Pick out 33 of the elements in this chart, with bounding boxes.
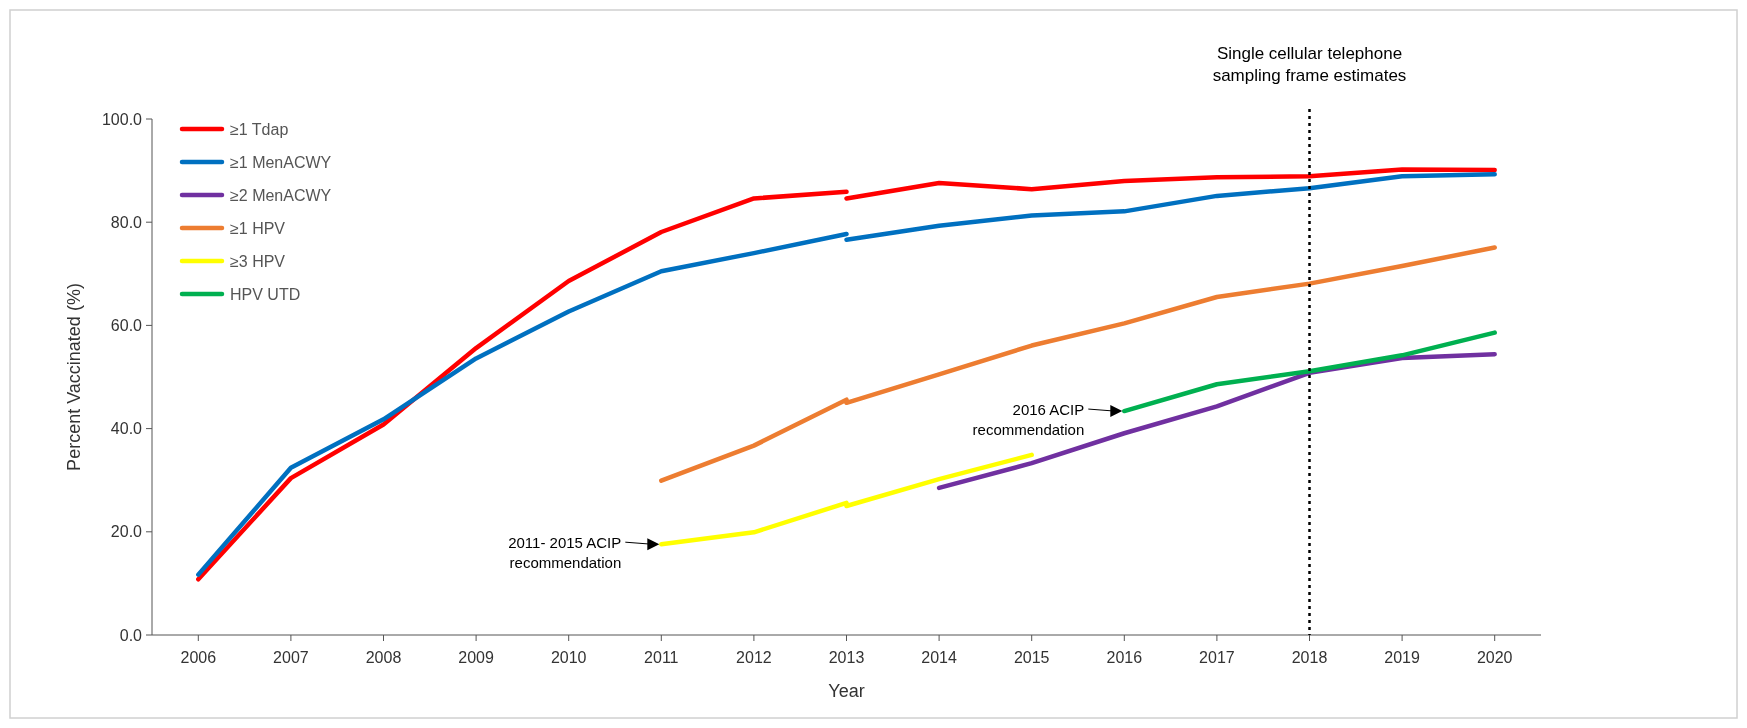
x-tick-label: 2013 [828, 649, 865, 666]
y-tick-label: 100.0 [101, 110, 143, 128]
x-tick-label: 2008 [365, 649, 402, 666]
x-tick-label: 2015 [1013, 649, 1050, 666]
x-tick-label: 2018 [1291, 649, 1328, 666]
x-tick-label: 2009 [458, 649, 494, 666]
line-series [1122, 330, 1497, 414]
legend-label: HPV UTD [230, 285, 301, 303]
y-axis-title: Percent Vaccinated (%) [64, 283, 84, 471]
x-tick-label: 2012 [736, 649, 772, 666]
x-tick-label: 2011 [644, 649, 679, 666]
y-tick-label: 40.0 [110, 420, 143, 438]
x-tick-label: 2010 [550, 649, 587, 666]
y-tick-label: 80.0 [110, 213, 143, 231]
annotation: 2011- 2015 ACIP recommendation [508, 534, 622, 572]
y-tick-label: 0.0 [119, 626, 143, 644]
legend-label: ≥3 HPV [230, 252, 286, 270]
ref-line-label: Single cellular telephone sampling frame estimates [1212, 44, 1407, 85]
x-tick-label: 2006 [180, 649, 217, 666]
legend-label: ≥1 HPV [230, 219, 286, 237]
x-tick-label: 2014 [921, 649, 957, 666]
x-tick-label: 2019 [1384, 649, 1420, 666]
legend-label: ≥1 Tdap [230, 120, 289, 138]
annotation: 2016 ACIP recommendation [972, 401, 1085, 439]
x-tick-label: 2016 [1106, 649, 1143, 666]
y-tick-label: 60.0 [110, 317, 143, 334]
x-tick-label: 2007 [273, 649, 309, 666]
x-tick-label: 2017 [1199, 649, 1235, 666]
legend-label: ≥1 MenACWY [230, 153, 332, 171]
y-tick-label: 20.0 [110, 523, 143, 541]
legend-label: ≥2 MenACWY [230, 186, 332, 204]
x-axis-title: Year [828, 681, 865, 701]
x-tick-label: 2020 [1476, 649, 1513, 666]
